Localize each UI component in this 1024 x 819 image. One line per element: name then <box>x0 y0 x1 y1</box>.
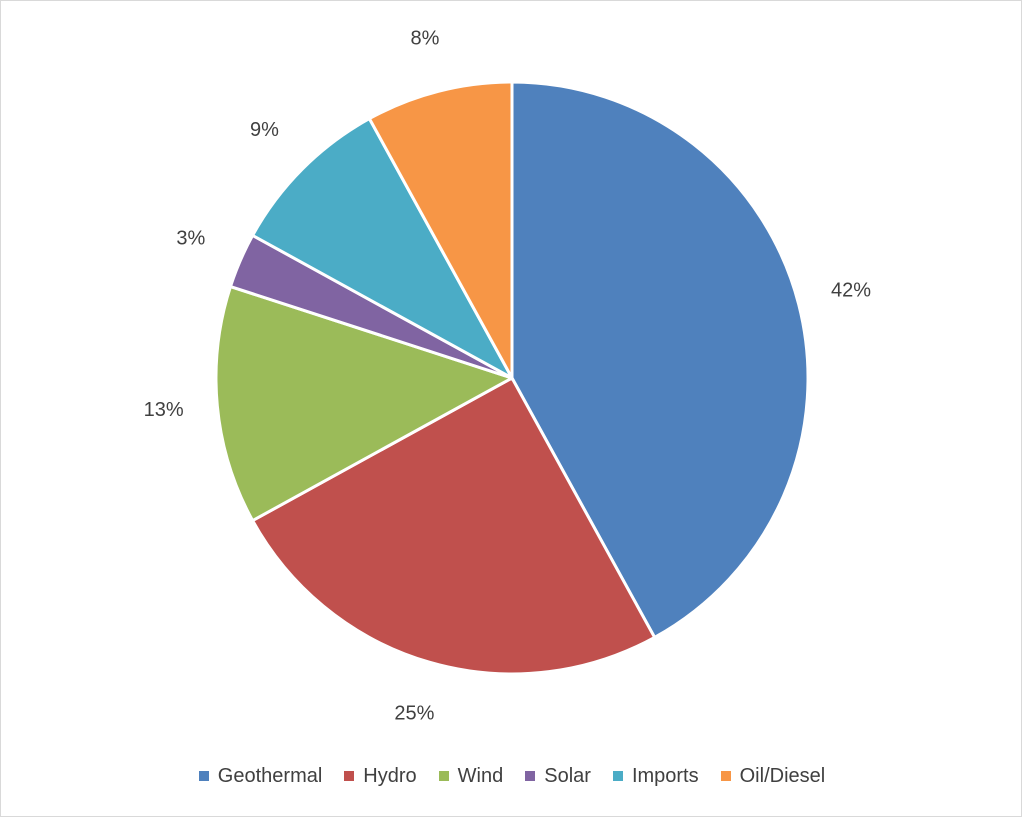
data-label-solar: 3% <box>176 227 205 249</box>
legend-label-imports: Imports <box>631 764 699 787</box>
legend: Geothermal Hydro Wind Solar Imports Oil/Diese… <box>0 760 1024 792</box>
legend-item-geothermal: Geothermal <box>198 764 323 788</box>
pie-slices <box>214 80 810 676</box>
legend-swatch-oil-diesel <box>720 771 731 781</box>
legend-label-oil-diesel: Oil/Diesel <box>739 764 826 787</box>
data-label-geothermal: 42% <box>831 279 871 301</box>
data-label-imports: 9% <box>250 119 279 141</box>
legend-label-geothermal: Geothermal <box>217 764 323 787</box>
data-label-oil-diesel: 8% <box>411 27 440 49</box>
data-label-hydro: 25% <box>394 702 434 724</box>
pie-slice-geothermal <box>510 80 810 639</box>
legend-label-solar: Solar <box>544 764 591 787</box>
legend-swatch-imports <box>612 771 623 781</box>
legend-label-hydro: Hydro <box>363 764 417 787</box>
legend-swatch-solar <box>525 771 536 781</box>
pie-slice-oil-diesel <box>367 80 514 380</box>
pie-slice-hydro <box>251 376 657 676</box>
legend-swatch-geothermal <box>198 771 209 781</box>
legend-item-hydro: Hydro <box>344 764 417 788</box>
legend-item-oil-diesel: Oil/Diesel <box>720 764 826 788</box>
legend-item-imports: Imports <box>612 764 699 788</box>
legend-swatch-wind <box>438 771 449 781</box>
pie-slice-imports <box>251 117 514 380</box>
pie-labels: 42% 25% 13% 3% 9% 8% <box>144 27 872 724</box>
legend-label-wind: Wind <box>457 764 504 787</box>
legend-swatch-hydro <box>344 771 355 781</box>
data-label-wind: 13% <box>144 399 184 421</box>
legend-item-solar: Solar <box>525 765 591 788</box>
legend-item-wind: Wind <box>438 764 504 788</box>
pie-slice-wind <box>214 285 514 523</box>
